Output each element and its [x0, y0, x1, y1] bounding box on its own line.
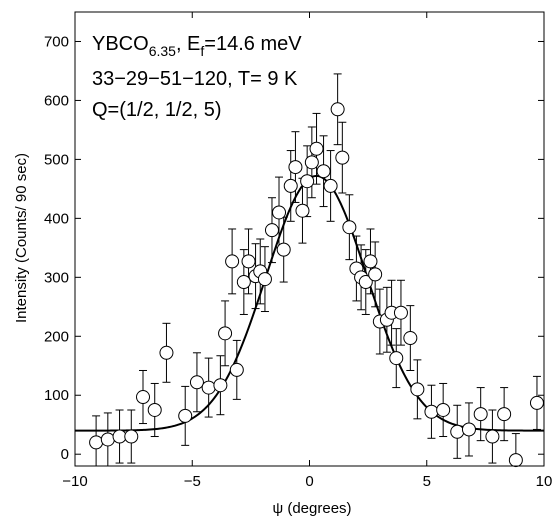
data-point: [403, 331, 418, 346]
data-point: [363, 254, 378, 269]
data-point: [295, 203, 310, 218]
data-point: [461, 422, 476, 437]
data-point: [159, 345, 174, 360]
y-tick-label: 500: [44, 151, 69, 168]
data-point: [368, 267, 383, 282]
x-tick-label: −10: [62, 473, 87, 490]
data-point: [389, 351, 404, 366]
data-point: [304, 155, 319, 170]
y-tick-label: 400: [44, 210, 69, 227]
x-tick-label: 0: [305, 473, 313, 490]
data-point: [436, 402, 451, 417]
data-point: [288, 160, 303, 175]
data-point: [218, 326, 233, 341]
data-point: [124, 429, 139, 444]
data-point: [147, 402, 162, 417]
x-axis-label: ψ (degrees): [272, 500, 351, 517]
data-point: [100, 432, 115, 447]
data-point: [136, 390, 151, 405]
annotation-line-3: Q=(1/2, 1/2, 5): [92, 99, 222, 121]
annotation-line-2: 33−29−51−120, T= 9 K: [92, 68, 298, 90]
y-axis-label: Intensity (Counts/ 90 sec): [13, 153, 30, 323]
data-point: [330, 102, 345, 117]
data-point: [316, 164, 331, 179]
data-point: [276, 242, 291, 257]
data-point: [309, 141, 324, 156]
data-point: [473, 407, 488, 422]
y-tick-label: 200: [44, 328, 69, 345]
data-point: [112, 429, 127, 444]
data-point: [410, 382, 425, 397]
data-point: [236, 275, 251, 290]
annotation-compound-sub: 6.35: [149, 43, 176, 59]
data-point: [342, 220, 357, 235]
y-tick-label: 600: [44, 92, 69, 109]
data-point: [272, 205, 287, 220]
y-tick-label: 300: [44, 269, 69, 286]
annotation-line-1: YBCO6.35, Ef=14.6 meV: [92, 33, 302, 59]
data-point: [178, 408, 193, 423]
data-point: [89, 435, 104, 450]
data-point: [508, 453, 523, 468]
plot-area: [75, 73, 544, 468]
data-point: [393, 305, 408, 320]
data-point: [241, 254, 256, 269]
data-point: [424, 404, 439, 419]
annotation-energy-prefix: , E: [176, 33, 200, 55]
data-point: [529, 395, 544, 410]
data-point: [229, 362, 244, 377]
data-point: [201, 380, 216, 395]
data-point: [264, 223, 279, 238]
data-point: [225, 254, 240, 269]
x-tick-label: −5: [184, 473, 201, 490]
data-point: [257, 272, 272, 287]
data-point: [335, 150, 350, 165]
x-tick-label: 10: [536, 473, 553, 490]
x-tick-label: 5: [423, 473, 431, 490]
data-point: [300, 174, 315, 189]
data-point: [189, 375, 204, 390]
data-point: [485, 429, 500, 444]
y-tick-label: 100: [44, 387, 69, 404]
data-point: [323, 178, 338, 193]
data-point: [213, 378, 228, 393]
annotation-energy-value: =14.6 meV: [204, 33, 302, 55]
data-point: [450, 424, 465, 439]
y-tick-label: 700: [44, 33, 69, 50]
annotation-compound: YBCO: [92, 33, 149, 55]
y-tick-label: 0: [61, 446, 69, 463]
data-point: [283, 178, 298, 193]
annotation-energy-sub: f: [200, 43, 204, 59]
data-point: [358, 275, 373, 290]
data-point: [497, 407, 512, 422]
